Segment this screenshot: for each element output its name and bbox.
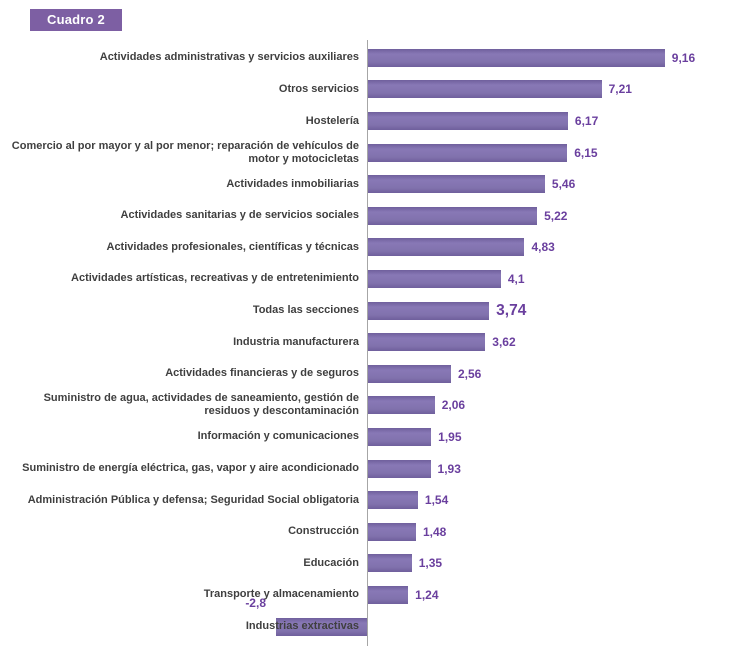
bar-zone: 5,22 [366, 200, 737, 232]
bar-zone: 1,54 [366, 484, 737, 516]
value-label: 5,22 [544, 208, 568, 223]
value-label: 1,95 [438, 429, 462, 444]
category-label: Actividades sanitarias y de servicios so… [120, 209, 359, 222]
bar-zone: 1,48 [366, 516, 737, 548]
bar [368, 364, 451, 383]
category-label: Actividades administrativas y servicios … [99, 51, 359, 64]
chart-row: Actividades administrativas y servicios … [0, 42, 737, 74]
bar-zone: 3,62 [366, 326, 737, 358]
bar [368, 80, 602, 99]
bar [368, 554, 412, 573]
bar-zone: 6,17 [366, 105, 737, 137]
bar [368, 301, 490, 320]
chart-row: Comercio al por mayor y al por menor; re… [0, 137, 737, 169]
category-label: Otros servicios [278, 82, 359, 95]
category-label: Suministro de energía eléctrica, gas, va… [22, 462, 359, 475]
chart-row: Información y comunicaciones 1,95 [0, 421, 737, 453]
value-label: 2,06 [441, 398, 466, 413]
bar [368, 269, 501, 288]
bar-zone: 2,56 [366, 358, 737, 390]
value-label: 5,46 [551, 177, 576, 192]
bar [276, 617, 367, 636]
chart-row: Actividades profesionales, científicas y… [0, 232, 737, 264]
chart-row: Construcción 1,48 [0, 516, 737, 548]
chart-row: Actividades artísticas, recreativas y de… [0, 263, 737, 295]
bar-zone: 5,46 [366, 168, 737, 200]
bar-zone: 7,21 [366, 74, 737, 106]
bar [368, 111, 568, 130]
chart-row: Hostelería 6,17 [0, 105, 737, 137]
bar-zone: 4,1 [366, 263, 737, 295]
category-label: Comercio al por mayor y al por menor; re… [11, 139, 359, 165]
category-label: Industria manufacturera [233, 335, 359, 348]
category-label: Actividades financieras y de seguros [165, 367, 359, 380]
value-label: 7,21 [608, 82, 632, 97]
category-label: Actividades inmobiliarias [226, 177, 359, 190]
chart-row: Otros servicios 7,21 [0, 74, 737, 106]
bar [368, 491, 418, 510]
category-label: Información y comunicaciones [197, 430, 359, 443]
chart-row: Suministro de agua, actividades de sanea… [0, 390, 737, 422]
chart-row: Transporte y almacenamiento 1,24 [0, 579, 737, 611]
bar-rows: Actividades administrativas y servicios … [0, 42, 737, 642]
value-label: 4,1 [507, 271, 525, 286]
value-label: 4,83 [531, 240, 555, 255]
category-label: Construcción [288, 525, 359, 538]
value-label: 1,54 [424, 493, 449, 508]
chart-row: Todas las secciones 3,74 [0, 295, 737, 327]
bar-zone: 2,06 [366, 390, 737, 422]
value-label: 3,62 [492, 335, 516, 350]
bar-zone: 1,93 [366, 453, 737, 485]
category-label: Hostelería [305, 114, 359, 127]
value-label: 9,16 [671, 50, 696, 65]
category-label: Transporte y almacenamiento [203, 588, 359, 601]
bar [368, 333, 486, 352]
bar-zone: -2,8 [245, 596, 737, 643]
value-label: 3,74 [496, 301, 527, 319]
bar-zone: 1,24 [366, 579, 737, 611]
bar [368, 206, 538, 225]
bar [368, 427, 432, 446]
bar-zone: 9,16 [366, 42, 737, 74]
category-label: Educación [303, 556, 359, 569]
y-axis-line [367, 40, 368, 646]
bar [368, 143, 568, 162]
chart-row: Educación 1,35 [0, 548, 737, 580]
value-label: -2,8 [245, 595, 266, 610]
category-label: Administración Pública y defensa; Seguri… [27, 493, 359, 506]
bar-zone: 1,35 [366, 548, 737, 580]
bar [368, 175, 545, 194]
chart-row: Actividades sanitarias y de servicios so… [0, 200, 737, 232]
bar-zone: 4,83 [366, 232, 737, 264]
bar [368, 396, 435, 415]
bar [368, 48, 665, 67]
bar-zone: 6,15 [366, 137, 737, 169]
value-label: 6,15 [574, 145, 598, 160]
value-label: 1,93 [437, 461, 461, 476]
value-label: 1,48 [422, 524, 447, 539]
value-label: 1,24 [415, 587, 439, 602]
bar-zone: 1,95 [366, 421, 737, 453]
category-label: Todas las secciones [252, 304, 359, 317]
bar-zone: 3,74 [366, 295, 737, 327]
chart-title-badge: Cuadro 2 [30, 9, 122, 31]
bar [368, 238, 525, 257]
category-label: Actividades profesionales, científicas y… [106, 240, 360, 253]
category-label: Suministro de agua, actividades de sanea… [43, 392, 359, 418]
category-label: Actividades artísticas, recreativas y de… [71, 272, 359, 285]
chart-row: Suministro de energía eléctrica, gas, va… [0, 453, 737, 485]
value-label: 1,35 [418, 556, 443, 571]
category-label: Industrias extractivas [245, 620, 359, 632]
chart-row: Administración Pública y defensa; Seguri… [0, 484, 737, 516]
chart-row: Actividades financieras y de seguros 2,5… [0, 358, 737, 390]
value-label: 6,17 [574, 113, 599, 128]
bar [368, 522, 416, 541]
chart-row: Actividades inmobiliarias 5,46 [0, 168, 737, 200]
bar [368, 585, 409, 604]
chart-row: Industria manufacturera 3,62 [0, 326, 737, 358]
bar [368, 459, 431, 478]
value-label: 2,56 [457, 366, 482, 381]
chart-row: Industrias extractivas -2,8 [0, 596, 737, 643]
